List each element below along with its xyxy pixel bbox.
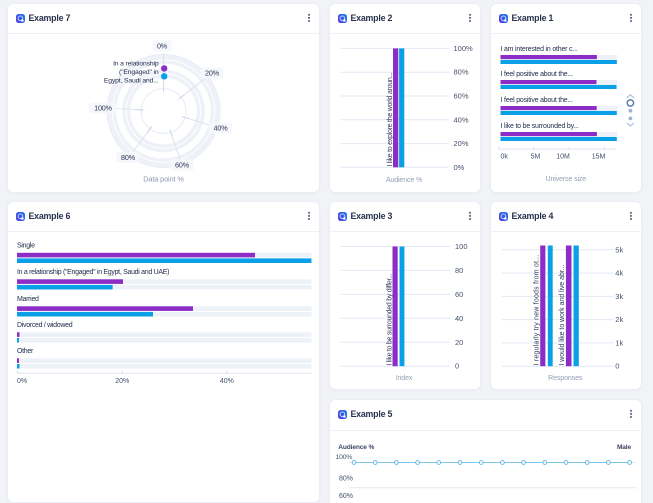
svg-text:In a relationship ("Engaged" i: In a relationship ("Engaged" in Egypt, S… xyxy=(17,269,169,276)
svg-text:0%: 0% xyxy=(157,42,168,51)
svg-text:Other: Other xyxy=(17,348,34,355)
svg-text:20: 20 xyxy=(455,338,463,347)
svg-text:100: 100 xyxy=(455,242,468,251)
svg-text:Male: Male xyxy=(617,444,632,451)
svg-text:("Engaged" in: ("Engaged" in xyxy=(119,69,159,76)
svg-text:20%: 20% xyxy=(205,69,220,78)
svg-text:I would like to work and live: I would like to work and live abr... xyxy=(559,264,566,365)
svg-text:40%: 40% xyxy=(214,124,229,133)
svg-text:4k: 4k xyxy=(615,269,623,278)
svg-text:Divorced / widowed: Divorced / widowed xyxy=(17,322,73,329)
svg-text:I feel positive about the...: I feel positive about the... xyxy=(501,71,573,78)
svg-text:Married: Married xyxy=(17,296,39,303)
svg-text:5k: 5k xyxy=(615,245,623,254)
svg-text:100%: 100% xyxy=(94,104,113,113)
svg-text:40%: 40% xyxy=(454,115,469,124)
svg-text:I like to be surrounded by...: I like to be surrounded by... xyxy=(501,123,579,130)
svg-text:15M: 15M xyxy=(592,154,606,161)
svg-text:0k: 0k xyxy=(501,154,509,161)
svg-text:40%: 40% xyxy=(220,378,234,385)
svg-text:100%: 100% xyxy=(454,44,474,53)
svg-text:60%: 60% xyxy=(454,92,469,101)
svg-text:I regularly try new foods from: I regularly try new foods from ot... xyxy=(534,254,541,365)
svg-text:Responses: Responses xyxy=(548,374,583,382)
svg-text:Audience %: Audience % xyxy=(338,444,374,451)
svg-text:20%: 20% xyxy=(454,139,469,148)
svg-text:Single: Single xyxy=(17,243,35,250)
svg-text:I feel positive about the...: I feel positive about the... xyxy=(501,97,573,104)
svg-text:0: 0 xyxy=(615,362,619,371)
svg-text:3k: 3k xyxy=(615,292,623,301)
svg-text:80: 80 xyxy=(455,266,463,275)
svg-text:80%: 80% xyxy=(454,68,469,77)
svg-text:20%: 20% xyxy=(115,378,129,385)
svg-text:40: 40 xyxy=(455,314,463,323)
svg-text:I like to be surrounded by dif: I like to be surrounded by differ... xyxy=(387,273,394,365)
svg-text:I like to explore the world ar: I like to explore the world aroun... xyxy=(387,72,394,166)
svg-text:80%: 80% xyxy=(339,476,353,483)
svg-text:Index: Index xyxy=(396,374,413,382)
svg-text:2k: 2k xyxy=(615,315,623,324)
svg-text:5M: 5M xyxy=(531,154,541,161)
svg-text:Universe size: Universe size xyxy=(545,175,586,183)
svg-text:I am interested in other c...: I am interested in other c... xyxy=(501,46,578,53)
svg-text:60%: 60% xyxy=(175,161,190,170)
svg-text:10M: 10M xyxy=(556,154,570,161)
svg-text:1k: 1k xyxy=(615,338,623,347)
svg-text:0%: 0% xyxy=(17,378,27,385)
svg-text:Audience %: Audience % xyxy=(386,176,423,184)
svg-text:0%: 0% xyxy=(454,163,465,172)
svg-text:Data point %: Data point % xyxy=(143,175,184,184)
svg-text:In a relationship: In a relationship xyxy=(113,61,159,68)
svg-text:60: 60 xyxy=(455,290,463,299)
svg-text:0: 0 xyxy=(455,362,459,371)
svg-text:Egypt, Saudi and...: Egypt, Saudi and... xyxy=(104,78,159,85)
svg-text:100%: 100% xyxy=(336,454,353,461)
svg-text:80%: 80% xyxy=(121,153,136,162)
